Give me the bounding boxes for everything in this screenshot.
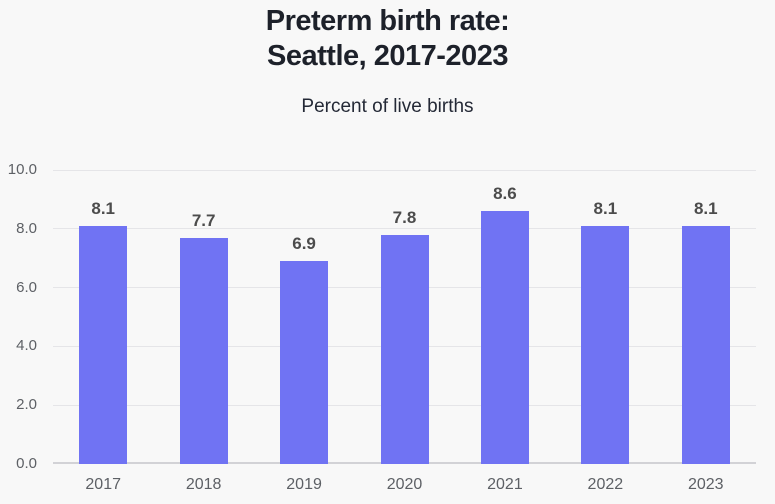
x-axis-tick-label: 2023 bbox=[687, 476, 724, 493]
y-axis-tick-label: 2.0 bbox=[16, 396, 37, 414]
bar-value-label: 8.1 bbox=[593, 198, 618, 218]
y-axis-tick-label: 10.0 bbox=[7, 161, 37, 178]
y-axis-tick-label: 0.0 bbox=[16, 455, 37, 472]
gridline bbox=[53, 228, 756, 230]
plot-area: 0.0 2.0 4.0 6.0 8.0 10.0 8.1 2017 7.7 2018 6.9 2019… bbox=[8, 161, 756, 493]
bar-value-label: 8.6 bbox=[493, 184, 517, 204]
bar-value-label: 7.8 bbox=[392, 207, 417, 227]
y-axis-tick-label: 8.0 bbox=[16, 219, 37, 237]
x-axis-tick-label: 2018 bbox=[185, 476, 222, 493]
x-axis-tick-label: 2021 bbox=[487, 476, 523, 493]
x-axis-tick-label: 2017 bbox=[85, 476, 121, 493]
bar-2018 bbox=[179, 237, 228, 464]
y-axis-tick-label: 6.0 bbox=[16, 278, 37, 296]
bar-2021 bbox=[480, 211, 529, 464]
gridline bbox=[53, 169, 756, 171]
bar-2020 bbox=[380, 234, 429, 464]
bar-2023 bbox=[681, 225, 730, 464]
bar-value-label: 6.9 bbox=[292, 234, 316, 254]
x-axis-tick-label: 2019 bbox=[286, 476, 322, 493]
bar-2022 bbox=[581, 225, 630, 464]
y-axis-tick-label: 4.0 bbox=[16, 337, 37, 355]
x-axis-tick-label: 2020 bbox=[386, 476, 423, 493]
bar-value-label: 8.1 bbox=[693, 198, 718, 218]
bar-2017 bbox=[79, 225, 128, 464]
bar-2019 bbox=[280, 261, 329, 464]
chart-title: Preterm birth rate: Seattle, 2017-2023 bbox=[265, 5, 510, 72]
bar-value-label: 8.1 bbox=[91, 198, 116, 218]
bar-value-label: 7.7 bbox=[191, 210, 216, 230]
x-axis-tick-label: 2022 bbox=[587, 476, 624, 493]
chart-subtitle: Percent of live births bbox=[301, 96, 474, 117]
